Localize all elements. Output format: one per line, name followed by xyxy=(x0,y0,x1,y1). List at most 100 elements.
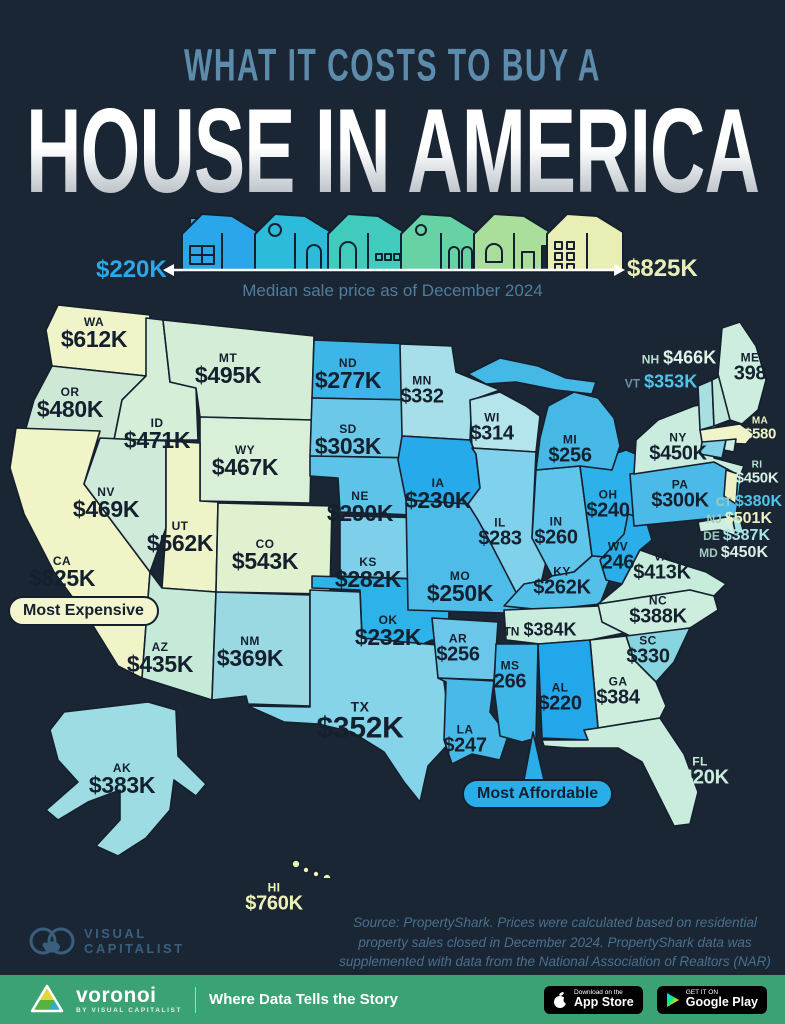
state-label-mi: MI $256 xyxy=(548,432,592,467)
state-label-al: AL $220 xyxy=(538,680,582,715)
state-label-mt: MT $495K xyxy=(194,351,262,389)
vc-logo-line1: VISUAL xyxy=(84,926,147,942)
source-note: Source: PropertyShark. Prices were calcu… xyxy=(339,915,771,989)
state-shape-fl xyxy=(541,717,699,827)
state-label-wv: WV 246 xyxy=(601,539,635,574)
state-label-il: IL $283 xyxy=(478,515,522,550)
state-label-or: OR $480K xyxy=(36,385,104,423)
state-label-ky: KY $262K xyxy=(533,564,591,599)
state-label-wa: WA $612K xyxy=(60,315,128,353)
house-icon-6 xyxy=(546,213,624,273)
state-label-ar: AR $256 xyxy=(436,631,480,666)
kicker-title: WHAT IT COSTS TO BUY A xyxy=(184,41,601,92)
state-label-ok: OK $232K xyxy=(354,613,422,651)
most-affordable-badge: Most Affordable xyxy=(462,779,614,809)
voronoi-brand: voronoi BY VISUAL CAPITALIST xyxy=(76,985,182,1015)
page-title: HOUSE IN AMERICA xyxy=(0,82,785,220)
voronoi-logo-icon xyxy=(30,984,64,1012)
state-shape-ma xyxy=(699,423,755,445)
arrowhead-right xyxy=(614,264,625,276)
state-label-id: ID $471K xyxy=(123,416,191,454)
state-label-mo: MO $250K xyxy=(426,569,494,607)
state-shape-mi xyxy=(535,391,621,471)
google-play-badge[interactable]: GET IT ON Google Play xyxy=(656,985,767,1014)
footer-divider xyxy=(195,986,197,1013)
state-label-me: ME 398 xyxy=(733,350,767,385)
house-icons-row xyxy=(181,213,624,273)
state-label-sd: SD $303K xyxy=(314,422,382,460)
scale-arrow xyxy=(163,264,625,276)
state-shape-nc xyxy=(597,589,719,637)
state-label-ga: GA $384 xyxy=(596,674,640,709)
state-shape-mi-upper xyxy=(467,357,597,395)
house-icon-1 xyxy=(181,213,259,273)
vc-logo-line2: CAPITALIST xyxy=(84,941,185,956)
apple-icon xyxy=(554,991,569,1008)
voronoi-brand-sub: BY VISUAL CAPITALIST xyxy=(76,1006,183,1014)
state-shape-me xyxy=(717,321,767,425)
state-shape-la xyxy=(437,677,509,765)
state-label-fl: FL $420K xyxy=(671,754,729,789)
state-label-ks: KS $282K xyxy=(334,555,402,593)
state-shape-az xyxy=(141,571,217,701)
state-label-ct: CT $380K xyxy=(715,493,782,510)
state-label-ut: UT $562K xyxy=(146,519,214,557)
state-label-tx: TX $352K xyxy=(316,698,404,745)
state-label-pa: PA $300K xyxy=(651,477,709,512)
state-label-co: CO $543K xyxy=(231,537,299,575)
footer-bar: voronoi BY VISUAL CAPITALIST Where Data … xyxy=(0,975,785,1024)
state-label-va: VA $413K xyxy=(633,549,691,584)
state-label-ca: CA $825K xyxy=(28,554,96,592)
state-label-wy: WY $467K xyxy=(211,443,279,481)
state-label-ma: MA $580 xyxy=(743,415,777,443)
most-expensive-badge: Most Expensive xyxy=(8,596,159,626)
state-shape-ak xyxy=(45,701,207,857)
state-label-tn: TN $384K xyxy=(503,619,577,640)
state-label-hi: HI $760K xyxy=(245,880,303,915)
state-label-nc: NC $388K xyxy=(629,593,687,628)
scale-min-label: $220K xyxy=(96,256,167,283)
scale-caption: Median sale price as of December 2024 xyxy=(242,281,543,300)
app-store-badge-bottom: App Store xyxy=(574,995,634,1010)
state-shape-tx xyxy=(247,589,453,803)
state-label-az: AZ $435K xyxy=(126,640,194,678)
state-label-la: LA $247 xyxy=(443,722,487,757)
state-shape-hi xyxy=(291,859,332,878)
arrowhead-left xyxy=(163,264,174,276)
state-label-nm: NM $369K xyxy=(216,634,284,672)
app-store-badge[interactable]: Download on the App Store xyxy=(544,985,643,1014)
state-label-oh: OH $240 xyxy=(586,487,630,522)
state-label-mn: MN $332 xyxy=(400,373,444,408)
google-play-icon xyxy=(666,992,679,1007)
visual-capitalist-logo: VISUAL CAPITALIST xyxy=(28,922,185,962)
state-label-sc: SC $330 xyxy=(626,633,670,668)
state-shape-md xyxy=(697,515,737,537)
voronoi-brand-name: voronoi xyxy=(76,983,157,1007)
state-label-in: IN $260 xyxy=(534,514,578,549)
state-label-ny: NY $450K xyxy=(649,430,707,465)
state-label-ia: IA $230K xyxy=(404,476,472,514)
state-shape-nj xyxy=(723,469,739,505)
state-label-nv: NV $469K xyxy=(72,485,140,523)
visual-capitalist-mark-icon xyxy=(29,927,75,955)
state-label-nd: ND $277K xyxy=(314,356,382,394)
state-label-wi: WI $314 xyxy=(470,410,514,445)
state-label-nj: NJ $501K xyxy=(706,510,773,527)
app-store-badge-top: Download on the xyxy=(574,988,623,996)
footer-tagline: Where Data Tells the Story xyxy=(209,991,398,1008)
google-play-badge-top: GET IT ON xyxy=(685,988,719,996)
google-play-badge-bottom: Google Play xyxy=(685,995,758,1010)
state-shape-wv xyxy=(599,513,653,585)
us-choropleth-map xyxy=(9,304,767,878)
state-shape-nv xyxy=(83,437,167,573)
state-label-ne: NE $290K xyxy=(326,489,394,527)
scale-max-label: $825K xyxy=(627,255,698,282)
state-label-ms: MS 266 xyxy=(493,658,527,693)
state-label-ri: RI $450K xyxy=(735,459,779,487)
state-label-ak: AK $383K xyxy=(88,761,156,799)
state-shape-ri xyxy=(723,438,737,453)
house-icon-3 xyxy=(327,213,405,273)
state-label-md: MD $450K xyxy=(699,544,768,561)
state-label-nh: NH $466K xyxy=(641,347,717,368)
